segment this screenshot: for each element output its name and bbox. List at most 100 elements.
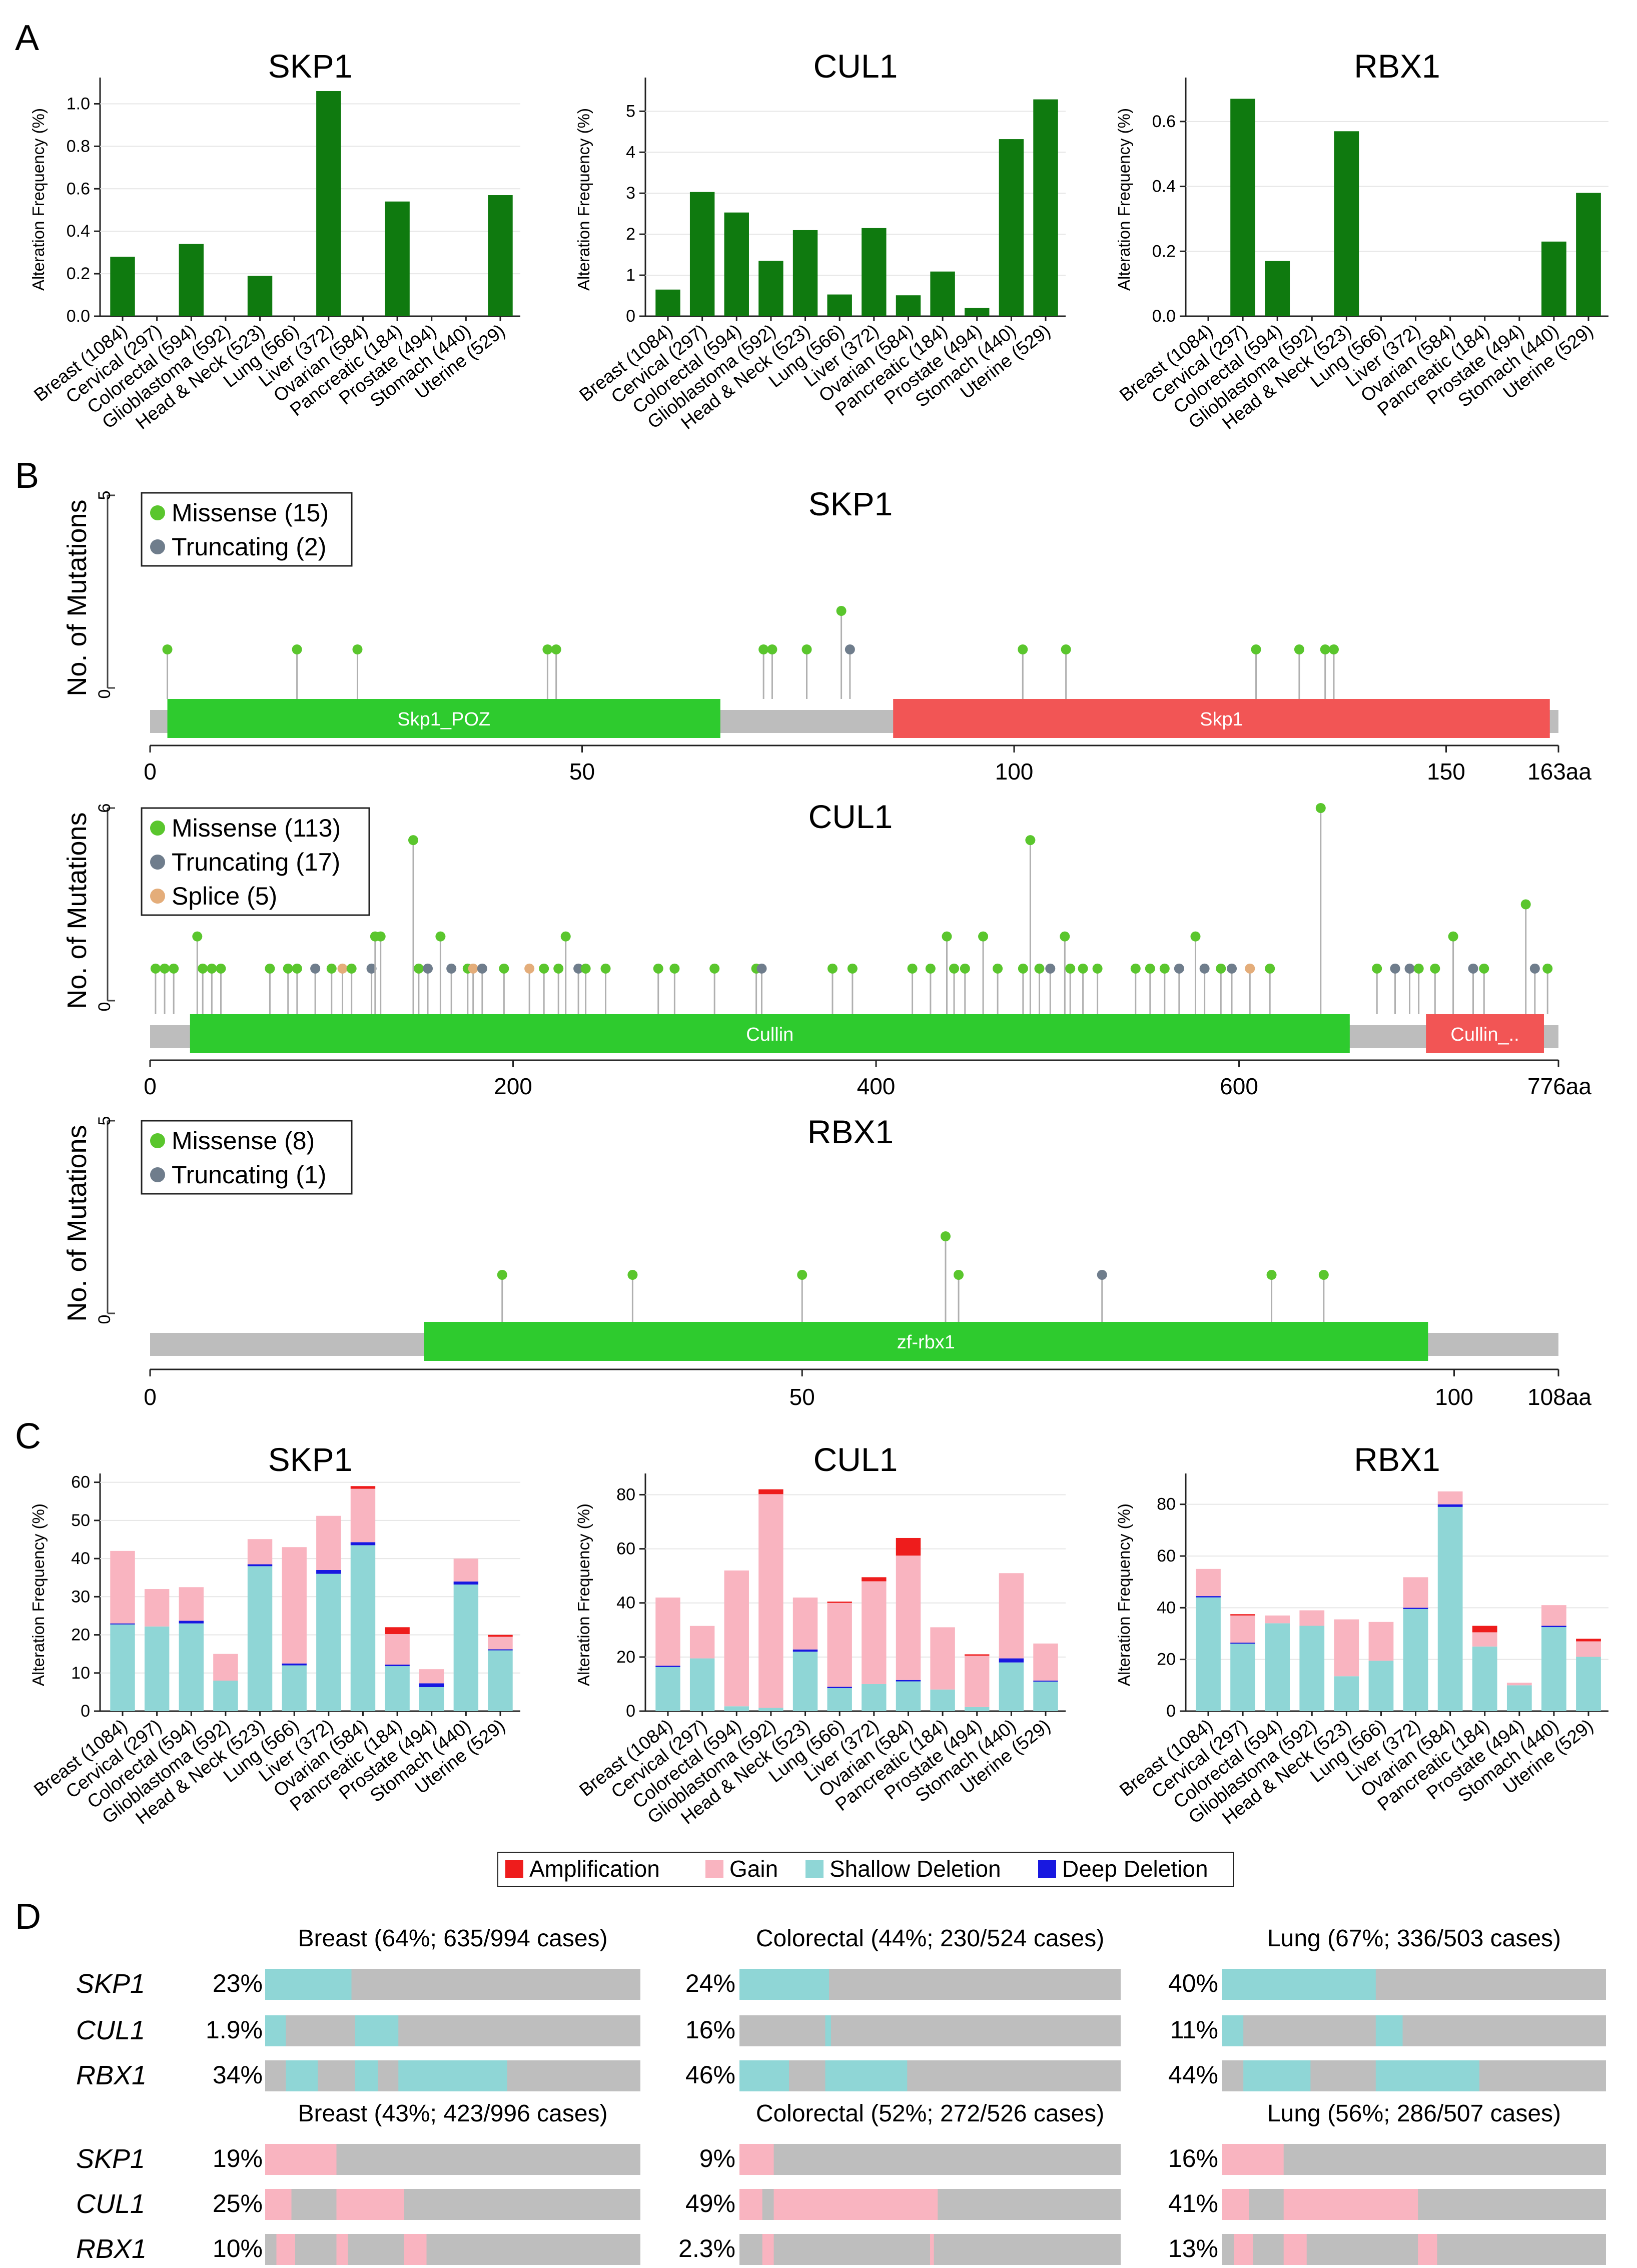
panel-c-chart-skp1-y-tick-label: 60 <box>71 1473 90 1492</box>
panel-b-rbx1-mutation-missense-4 <box>954 1270 964 1280</box>
panel-c-chart-cul1-bar-2-gain <box>724 1570 749 1707</box>
panel-b-cul1-domain-1 <box>1426 1014 1544 1053</box>
panel-b-cul1-mutation-missense-76 <box>1542 963 1553 974</box>
panel-a-chart-rbx1-title: RBX1 <box>1354 48 1440 85</box>
panel-d-track-alteration-gain <box>1222 2144 1284 2175</box>
panel-b-skp1-legend-box <box>141 492 353 567</box>
panel-b-cul1-mutation-missense-55 <box>1130 963 1141 974</box>
panel-b-skp1-title: SKP1 <box>808 485 893 522</box>
panel-d-track-alteration-gain <box>930 2234 934 2265</box>
panel-c-chart-skp1-bar-9-shallow-deletion <box>419 1687 444 1711</box>
panel-a-chart-skp1-bar-2 <box>179 244 204 316</box>
panel-c-chart-cul1-y-tick-label: 60 <box>616 1540 635 1559</box>
panel-a-chart-cul1-y-tick-label: 2 <box>626 225 635 244</box>
panel-c-chart-cul1-bar-10-shallow-deletion <box>999 1662 1024 1711</box>
panel-b-rbx1-domain-0 <box>424 1322 1428 1361</box>
panel-b-cul1-mutation-missense-27 <box>539 963 549 974</box>
panel-c-chart-rbx1-bar-8-gain <box>1472 1632 1497 1647</box>
legend-label-amplification: Amplification <box>529 1856 660 1882</box>
panel-c-chart-cul1-bar-7-shallow-deletion <box>896 1681 921 1711</box>
panel-c-chart-rbx1-y-label: Alteration Frequency (%) <box>1115 1503 1133 1686</box>
panel-b-rbx1-legend-box <box>141 1120 353 1195</box>
panel-a-chart-rbx1-y-tick-label: 0.4 <box>1152 177 1176 196</box>
panel-c-chart-rbx1-y-tick-label: 20 <box>1157 1650 1176 1669</box>
panel-b-skp1-y-label: No. of Mutations <box>62 499 92 696</box>
panel-d-track-alteration-deletion <box>265 1969 352 2000</box>
panel-b-cul1-mutation-missense-51 <box>1060 931 1070 942</box>
panel-c-chart-rbx1-bar-1-amplification <box>1230 1614 1255 1616</box>
panel-b-rbx1-y-label: No. of Mutations <box>62 1125 92 1321</box>
panel-d-track-alteration-deletion <box>286 2060 318 2091</box>
panel-b-skp1-x-tick-label: 0 <box>144 759 157 785</box>
panel-b-cul1-mutation-missense-53 <box>1078 963 1088 974</box>
panel-b-skp1-y-tick-label: 0 <box>95 689 114 699</box>
panel-b-cul1-mutation-missense-65 <box>1315 803 1326 813</box>
panel-c-chart-skp1-bar-10-deep-deletion <box>453 1581 479 1585</box>
panel-a-chart-cul1-y-tick-label: 5 <box>626 102 635 121</box>
panel-c-chart-rbx1-bar-7-shallow-deletion <box>1437 1506 1463 1711</box>
panel-c-chart-skp1-bar-11-gain <box>488 1637 513 1650</box>
panel-c-chart-skp1-bar-8-gain <box>385 1634 410 1665</box>
panel-c-chart-rbx1-bar-4-shallow-deletion <box>1334 1676 1359 1711</box>
panel-b-rbx1-mutation-missense-0 <box>497 1270 507 1280</box>
panel-b-cul1-mutation-missense-44 <box>960 963 970 974</box>
panel-a-chart-skp1-y-label: Alteration Frequency (%) <box>29 108 48 291</box>
panel-b-cul1-mutation-missense-69 <box>1413 963 1424 974</box>
panel-d-track-percent: 11% <box>1170 2016 1218 2044</box>
panel-c-chart-skp1-bar-7-shallow-deletion <box>350 1545 376 1711</box>
panel-c-chart-skp1-bar-8-amplification <box>385 1627 410 1635</box>
panel-c-chart-skp1-bar-11-amplification <box>488 1635 513 1637</box>
panel-c-chart-cul1-bar-5-deep-deletion <box>827 1687 852 1689</box>
panel-c-label: C <box>15 1416 41 1456</box>
panel-a-chart-cul1-y-label: Alteration Frequency (%) <box>574 108 593 291</box>
panel-d-gene-label: RBX1 <box>76 2234 147 2264</box>
panel-b-cul1-mutation-missense-54 <box>1092 963 1103 974</box>
panel-c-chart-cul1-bar-3-gain <box>758 1494 783 1708</box>
panel-c-chart-rbx1-bar-10-gain <box>1541 1605 1566 1626</box>
panel-b-cul1-mutation-truncating-72 <box>1468 963 1478 974</box>
panel-a-chart-rbx1-bar-10 <box>1541 241 1566 316</box>
panel-b-cul1-mutation-missense-48 <box>1025 835 1036 846</box>
panel-c-chart-rbx1-bar-5-shallow-deletion <box>1368 1661 1394 1711</box>
panel-b-rbx1-domain-label: zf-rbx1 <box>897 1332 955 1353</box>
panel-c-chart-skp1-y-tick-label: 10 <box>71 1664 90 1683</box>
panel-b-cul1-mutation-splice-12 <box>337 963 348 974</box>
panel-a-chart-cul1-bar-9 <box>965 308 990 316</box>
panel-b-cul1-mutation-truncating-75 <box>1529 963 1540 974</box>
panel-b-cul1-mutation-missense-16 <box>375 931 386 942</box>
legend-swatch-amplification <box>505 1860 523 1878</box>
panel-b-cul1-mutation-missense-59 <box>1190 931 1201 942</box>
panel-d-track-percent: 1.9% <box>206 2016 263 2044</box>
panel-c-chart-rbx1-bar-9-gain <box>1506 1683 1532 1686</box>
panel-c-chart-cul1-bar-5-gain <box>827 1603 852 1687</box>
panel-c-chart-cul1-bar-7-amplification <box>896 1538 921 1556</box>
panel-a-chart-rbx1-y-tick-label: 0.6 <box>1152 112 1176 131</box>
panel-c-chart-skp1-bar-1-shallow-deletion <box>144 1626 170 1711</box>
panel-c-chart-rbx1-bar-3-shallow-deletion <box>1299 1626 1325 1711</box>
legend-swatch-shallow-deletion <box>805 1860 824 1878</box>
panel-a-chart-rbx1-y-tick-label: 0.2 <box>1152 242 1176 261</box>
panel-b-cul1-mutation-truncating-68 <box>1404 963 1415 974</box>
panel-b-skp1-mutation-missense-10 <box>1018 644 1028 654</box>
panel-d-group-title: Breast (64%; 635/994 cases) <box>298 1925 607 1952</box>
panel-c-chart-cul1-bar-10-gain <box>999 1573 1024 1659</box>
panel-c-chart-skp1-y-label: Alteration Frequency (%) <box>29 1503 48 1686</box>
panel-b-cul1-mutation-missense-40 <box>907 963 918 974</box>
legend-label-shallow-deletion: Shallow Deletion <box>830 1856 1001 1882</box>
panel-b-cul1-y-tick-label: 6 <box>95 804 114 813</box>
panel-c-chart-rbx1-bar-0-shallow-deletion <box>1196 1597 1221 1711</box>
panel-a-chart-cul1-bar-4 <box>792 230 818 316</box>
panel-d-track-percent: 44% <box>1168 2061 1218 2089</box>
panel-d-track-percent: 25% <box>213 2189 263 2217</box>
panel-a-chart-skp1-bar-11 <box>488 195 513 316</box>
panel-d-track-alteration-gain <box>1418 2234 1437 2265</box>
panel-b-cul1-x-tick-label: 600 <box>1220 1073 1258 1099</box>
legend-label-truncating: Truncating (17) <box>172 848 340 876</box>
panel-d-track-alteration-gain <box>276 2234 295 2265</box>
panel-b-cul1-mutation-missense-33 <box>653 963 663 974</box>
panel-b-skp1-domain-label: Skp1 <box>1200 709 1243 730</box>
panel-a-chart-skp1-y-tick-label: 1.0 <box>67 94 90 113</box>
panel-b-cul1-mutation-missense-8 <box>283 963 293 974</box>
panel-c-chart-skp1-bar-10-gain <box>453 1559 479 1582</box>
panel-c-chart-rbx1-bar-11-shallow-deletion <box>1576 1657 1601 1711</box>
